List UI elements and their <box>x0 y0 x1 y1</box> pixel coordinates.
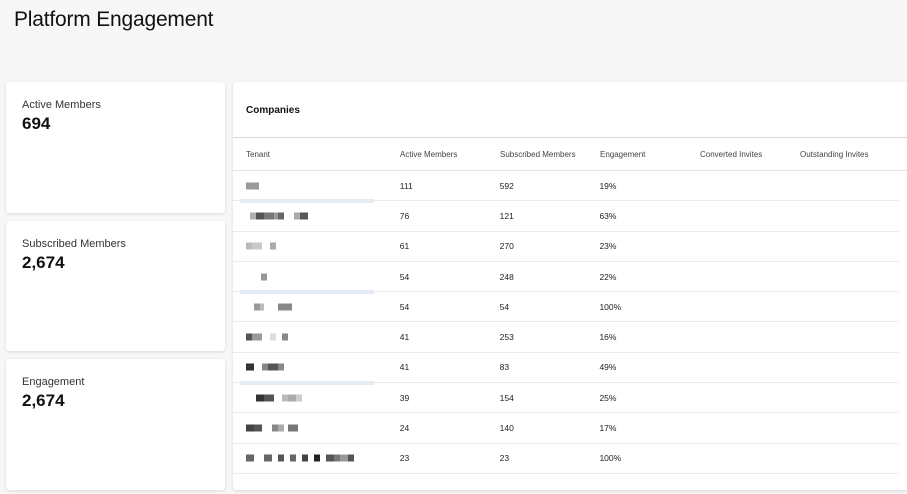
cell-active-members: 54 <box>399 271 410 282</box>
stat-label: Active Members <box>22 99 101 111</box>
stat-value: 2,674 <box>22 391 65 410</box>
cell-active-members: 61 <box>399 241 410 252</box>
column-header-converted-invites[interactable]: Converted Invites <box>700 149 763 159</box>
stat-value: 2,674 <box>22 253 65 272</box>
table-row[interactable]: 41 253 16% <box>233 322 899 353</box>
tenant-name-redacted <box>233 444 400 473</box>
tenant-name-redacted <box>233 413 400 442</box>
cell-active-members: 76 <box>399 210 410 221</box>
table-row[interactable]: 23 23 100% <box>233 444 899 474</box>
cell-subscribed-members: 248 <box>499 271 514 282</box>
table-row[interactable]: 111 592 19% <box>233 171 899 204</box>
column-header-tenant[interactable]: Tenant <box>246 149 271 159</box>
tenant-name-redacted <box>233 232 400 261</box>
cell-subscribed-members: 121 <box>499 210 514 221</box>
cell-engagement: 23% <box>599 241 617 252</box>
cell-active-members: 111 <box>399 180 413 191</box>
cell-active-members: 39 <box>399 392 410 403</box>
tenant-name-redacted <box>233 322 400 351</box>
tenant-name-redacted <box>233 262 400 295</box>
cell-active-members: 41 <box>399 332 410 343</box>
cell-subscribed-members: 54 <box>499 301 510 312</box>
tenant-name-redacted <box>233 353 400 386</box>
table-row[interactable]: 41 83 49% <box>233 353 899 386</box>
cell-engagement: 100% <box>599 301 622 312</box>
cell-engagement: 25% <box>599 392 617 403</box>
companies-table-body: 111 592 19% 76 121 63% 61 270 23% 54 248 22% 54 54 100… <box>233 171 907 474</box>
cell-engagement: 49% <box>599 362 617 373</box>
companies-title: Companies <box>233 82 907 138</box>
cell-active-members: 41 <box>399 362 410 373</box>
table-row[interactable]: 24 140 17% <box>233 413 899 444</box>
tenant-name-redacted <box>233 171 400 204</box>
stat-label: Subscribed Members <box>22 238 126 250</box>
table-row[interactable]: 54 248 22% <box>233 262 899 295</box>
cell-engagement: 22% <box>599 271 617 282</box>
cell-subscribed-members: 23 <box>499 453 510 464</box>
companies-panel: Companies Tenant Active Members Subscrib… <box>233 82 907 490</box>
cell-engagement: 100% <box>599 453 622 464</box>
table-header: Tenant Active Members Subscribed Members… <box>233 138 907 171</box>
cell-active-members: 24 <box>399 423 410 434</box>
stat-label: Engagement <box>22 376 85 388</box>
table-row[interactable]: 61 270 23% <box>233 232 899 262</box>
column-header-engagement[interactable]: Engagement <box>600 149 646 159</box>
cell-active-members: 54 <box>399 301 410 312</box>
column-header-outstanding-invites[interactable]: Outstanding Invites <box>800 149 869 159</box>
cell-subscribed-members: 253 <box>499 332 514 343</box>
cell-subscribed-members: 140 <box>499 423 514 434</box>
cell-active-members: 23 <box>399 453 410 464</box>
column-header-subscribed-members[interactable]: Subscribed Members <box>500 149 576 159</box>
cell-engagement: 17% <box>599 423 617 434</box>
tenant-name-redacted <box>233 292 400 321</box>
table-row[interactable]: 39 154 25% <box>233 383 899 414</box>
stat-card-engagement: Engagement 2,674 <box>6 359 225 490</box>
tenant-name-redacted <box>233 201 400 230</box>
page-title: Platform Engagement <box>14 8 214 31</box>
column-header-active-members[interactable]: Active Members <box>400 149 458 159</box>
cell-subscribed-members: 270 <box>499 241 514 252</box>
cell-subscribed-members: 592 <box>499 180 514 191</box>
cell-engagement: 19% <box>599 180 617 191</box>
table-row[interactable]: 54 54 100% <box>233 292 899 323</box>
table-row[interactable]: 76 121 63% <box>233 201 899 232</box>
cell-engagement: 63% <box>599 210 617 221</box>
stat-card-subscribed-members: Subscribed Members 2,674 <box>6 221 225 351</box>
stat-value: 694 <box>22 114 51 133</box>
tenant-name-redacted <box>233 383 400 412</box>
cell-subscribed-members: 154 <box>499 392 514 403</box>
cell-subscribed-members: 83 <box>499 362 510 373</box>
stat-card-active-members: Active Members 694 <box>6 82 225 213</box>
cell-engagement: 16% <box>599 332 617 343</box>
